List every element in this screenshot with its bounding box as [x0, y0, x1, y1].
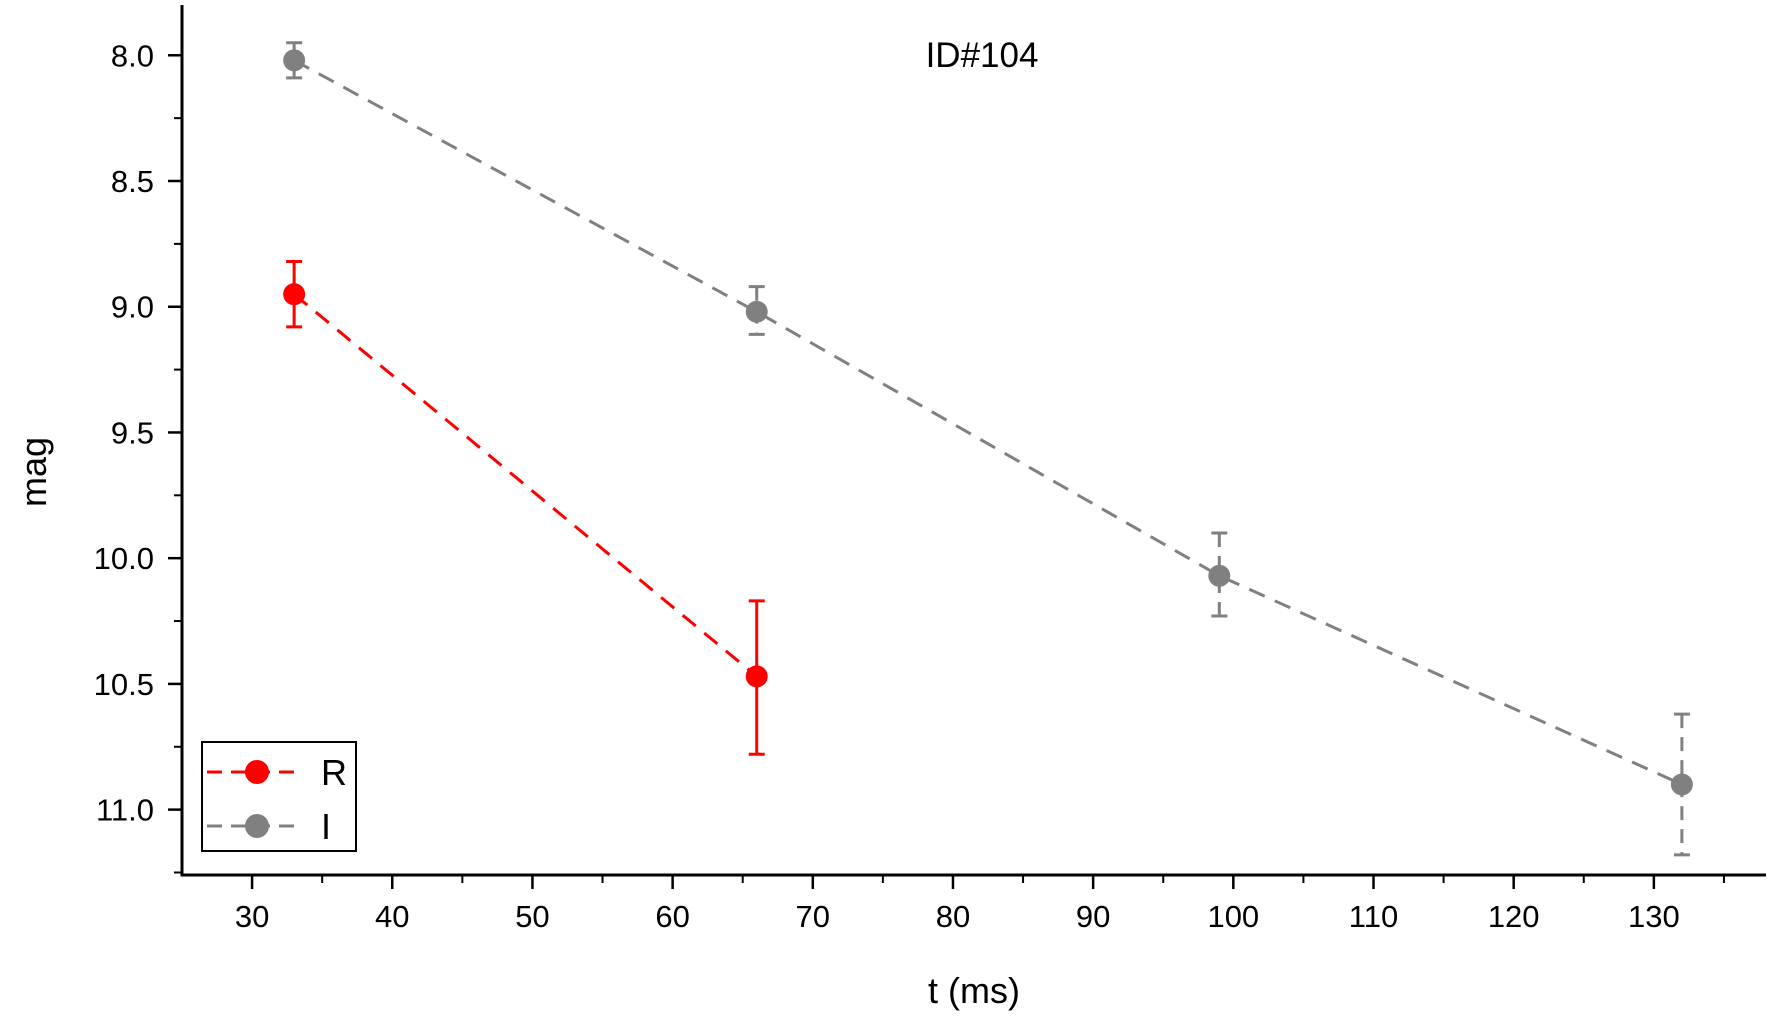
y-tick-label: 8.5 [111, 164, 154, 199]
y-axis-ticks: 8.0 8.5 9.0 9.5 10.0 10.5 11.0 [94, 38, 182, 874]
x-tick-label: 80 [936, 899, 970, 934]
data-point-i [283, 49, 306, 72]
series-r [283, 259, 768, 756]
x-axis-label: t (ms) [928, 970, 1020, 1011]
data-point-i [1208, 564, 1231, 587]
legend-marker-r [245, 760, 269, 784]
legend-marker-i [245, 814, 269, 838]
series-i [283, 41, 1693, 857]
y-axis-label: mag [13, 437, 54, 507]
series-layer [283, 41, 1693, 857]
x-tick-label: 70 [796, 899, 830, 934]
y-tick-label: 10.5 [94, 667, 154, 702]
data-point-r [283, 283, 306, 306]
y-tick-label: 9.0 [111, 290, 154, 325]
chart-title: ID#104 [926, 36, 1039, 75]
legend: RI [201, 741, 357, 852]
series-line-i [293, 59, 1683, 786]
x-tick-label: 30 [235, 899, 269, 934]
x-tick-label: 60 [655, 899, 689, 934]
x-tick-label: 130 [1628, 899, 1680, 934]
legend-label-i: I [321, 806, 331, 847]
x-tick-label: 110 [1349, 899, 1398, 934]
x-tick-label: 90 [1076, 899, 1110, 934]
y-tick-label: 11.0 [96, 793, 154, 828]
axes [180, 5, 1766, 877]
data-point-i [745, 300, 768, 323]
data-point-r [745, 665, 768, 688]
x-tick-label: 120 [1488, 899, 1540, 934]
series-line-r [293, 293, 758, 678]
x-axis-ticks: 30 40 50 60 70 80 90 100 110 120 130 [235, 875, 1725, 934]
x-tick-label: 50 [515, 899, 549, 934]
data-point-i [1670, 773, 1693, 796]
legend-label-r: R [321, 752, 347, 793]
legend-box [201, 741, 357, 852]
y-tick-label: 10.0 [94, 541, 154, 576]
x-tick-label: 40 [375, 899, 409, 934]
y-tick-label: 9.5 [111, 415, 154, 450]
y-tick-label: 8.0 [111, 38, 154, 73]
x-tick-label: 100 [1207, 899, 1259, 934]
